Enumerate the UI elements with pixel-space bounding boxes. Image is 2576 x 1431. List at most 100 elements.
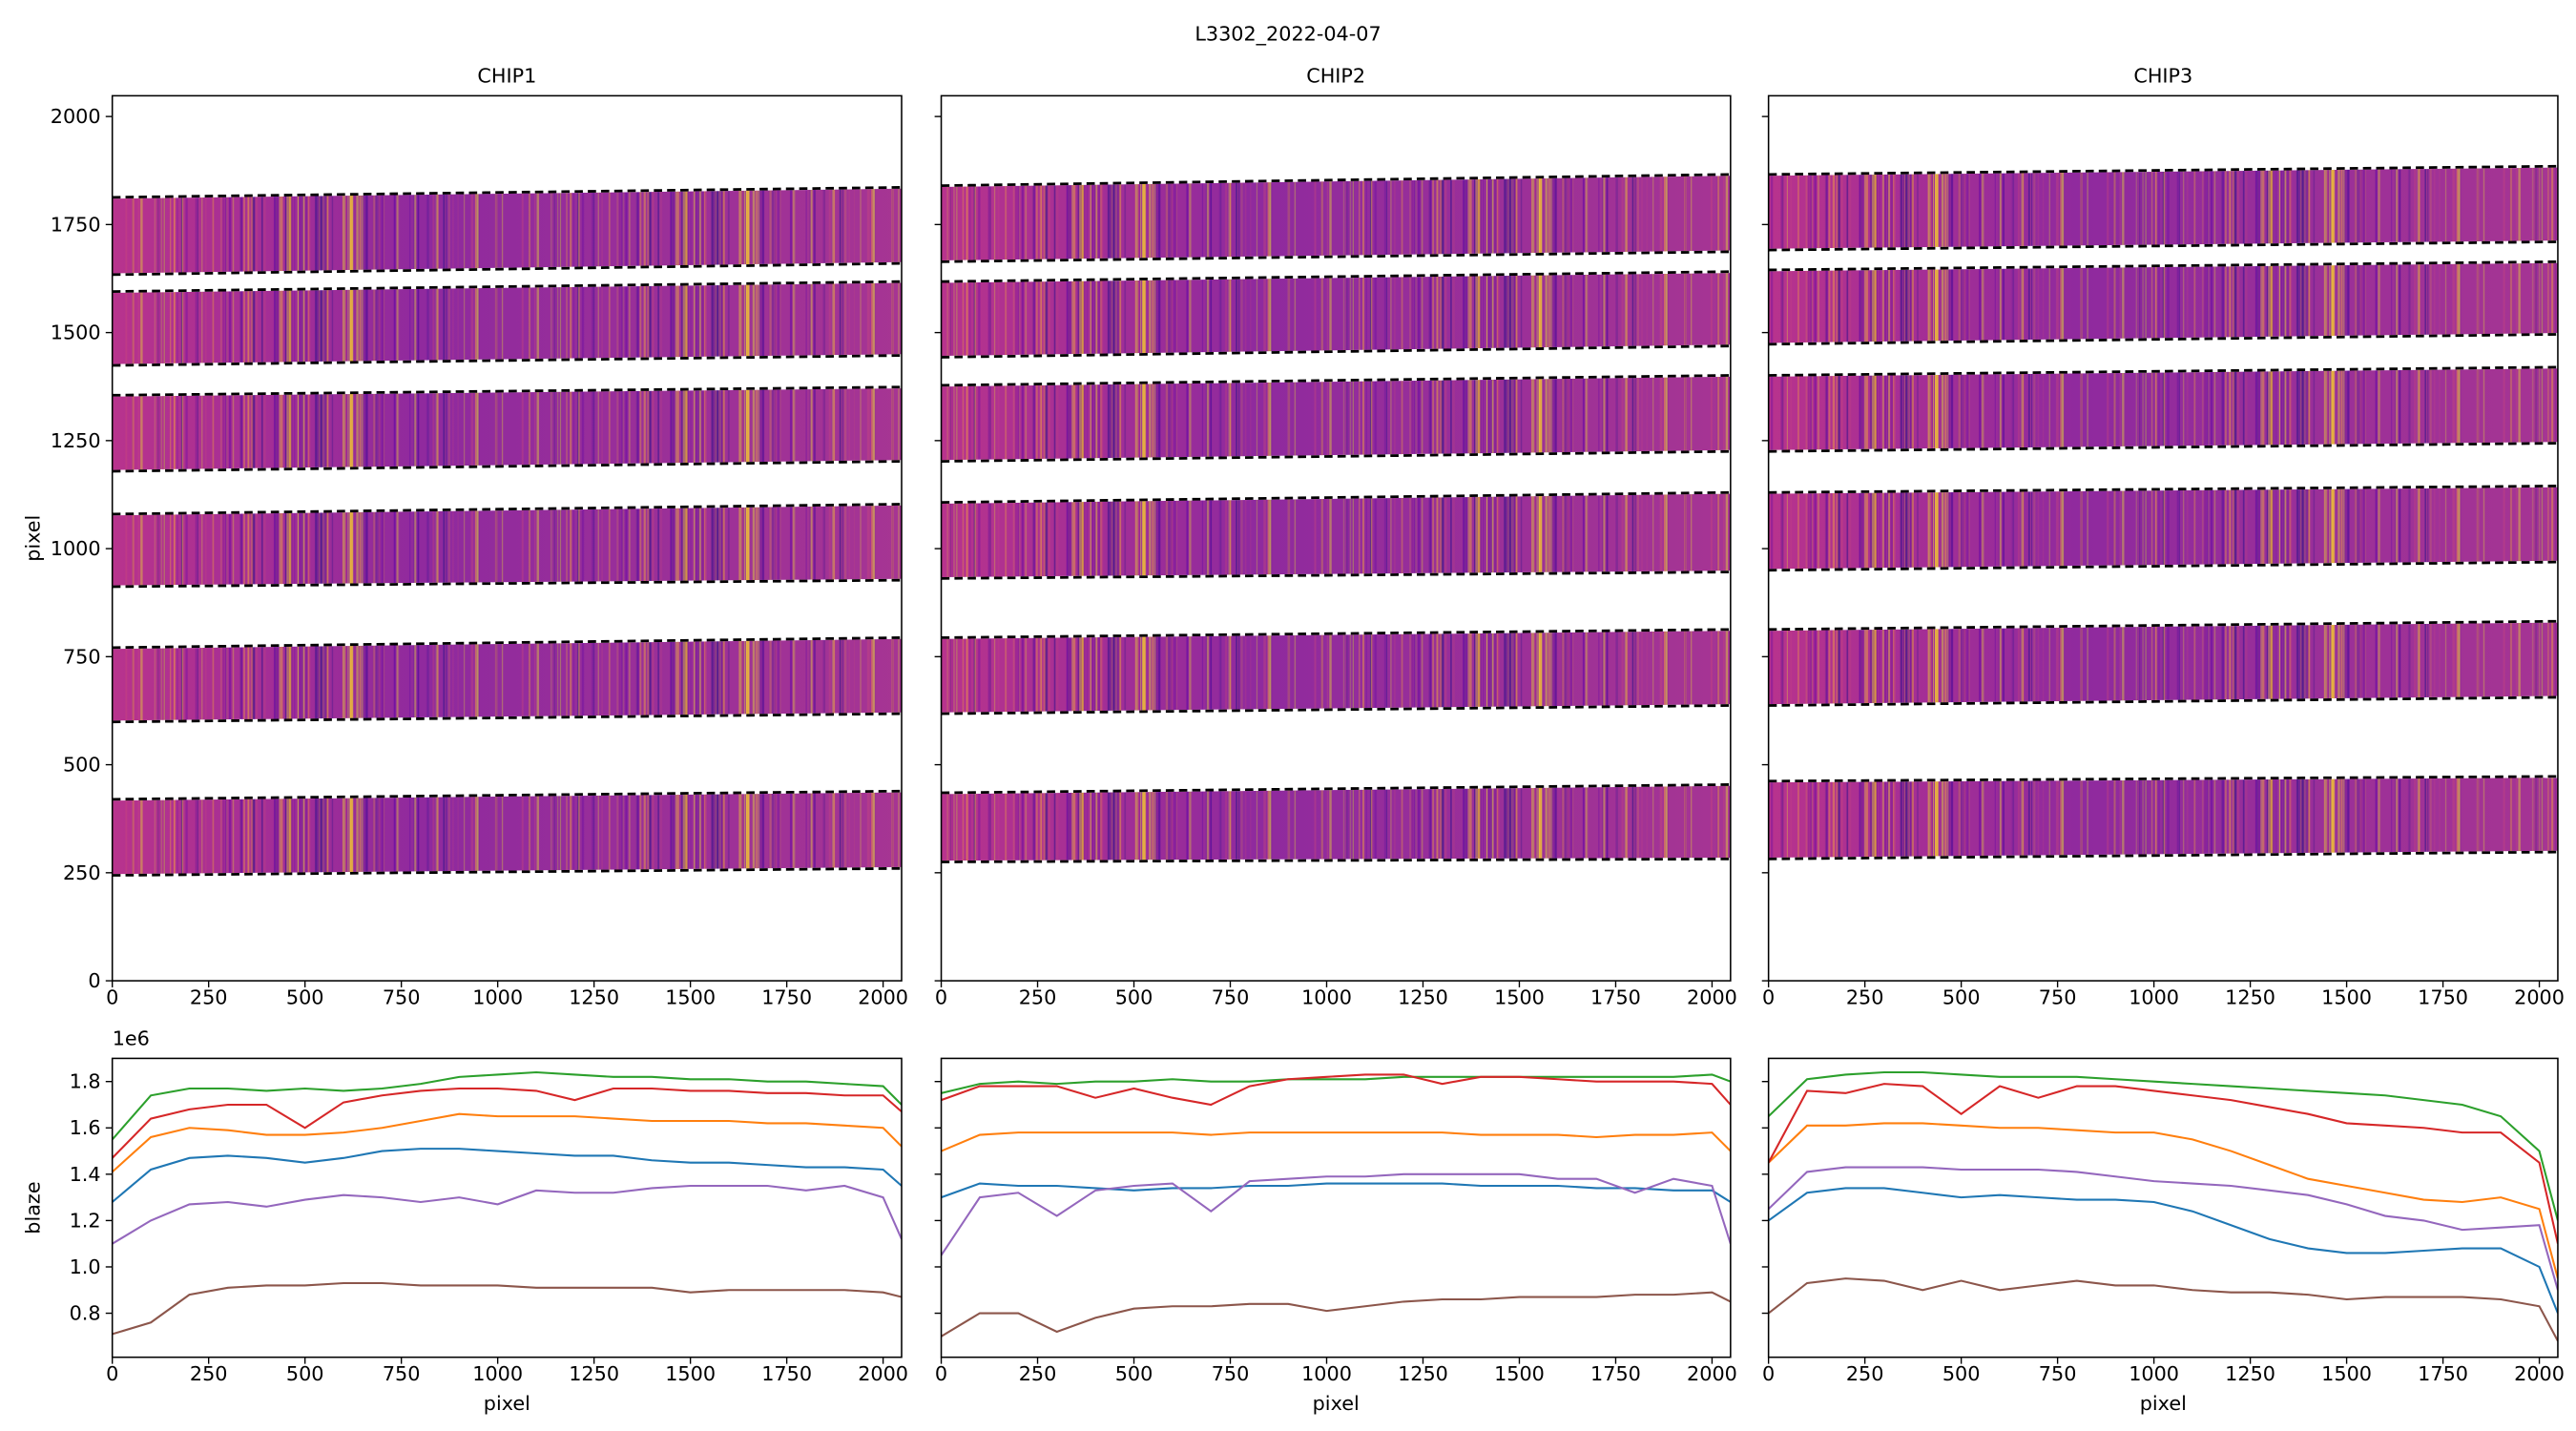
x-tick-label: 1500: [2321, 985, 2372, 1008]
plot-area: [112, 186, 903, 877]
order-edge-bg: [941, 570, 1731, 580]
x-tick-label: 250: [1846, 985, 1884, 1008]
order-edge-bg: [941, 344, 1731, 359]
x-tick-label: 1750: [2418, 985, 2468, 1008]
x-tick-label: 0: [935, 1362, 947, 1385]
y-tick-label: 1.2: [70, 1209, 101, 1232]
x-tick-label: 750: [383, 985, 421, 1008]
order-texture: [112, 281, 903, 366]
order-edge-bg: [1768, 333, 2558, 346]
order-edge-bg: [941, 783, 1731, 795]
x-tick-label: 2000: [1687, 985, 1737, 1008]
blaze-line: [1768, 1187, 2558, 1314]
order-edge-bg: [112, 636, 903, 650]
axes-title: CHIP1: [477, 65, 536, 88]
y-tick-label: 1000: [51, 537, 101, 560]
plot-area: [1768, 1070, 2558, 1342]
order-edge-bg: [112, 280, 903, 293]
x-tick-label: 500: [1942, 985, 1981, 1008]
order-edge-bg: [112, 354, 903, 367]
blaze-line: [112, 1148, 903, 1203]
x-tick-label: 2000: [858, 1362, 908, 1385]
order-edge-bg: [941, 628, 1731, 639]
y-tick-label: 0.8: [70, 1301, 101, 1324]
blaze-line: [941, 1291, 1731, 1338]
blaze-line: [941, 1172, 1731, 1256]
x-tick-label: 500: [1115, 985, 1153, 1008]
blaze-line: [1768, 1277, 2558, 1342]
axes-frame: [940, 1057, 1732, 1358]
y-tick-label: 750: [63, 645, 101, 668]
blaze-line: [941, 1131, 1731, 1152]
order-edge-bg: [112, 385, 903, 397]
x-tick-label: 1000: [1301, 985, 1352, 1008]
y-tick-label: 1.4: [70, 1163, 101, 1186]
y-tick-label: 1.6: [70, 1116, 101, 1139]
x-tick-label: 1250: [569, 985, 619, 1008]
order-edge-bg: [941, 857, 1731, 863]
x-tick-label: 0: [935, 985, 947, 1008]
order-texture: [1768, 166, 2558, 251]
x-tick-label: 0: [1762, 985, 1775, 1008]
order-texture: [941, 375, 1731, 462]
axes-frame: [111, 1057, 903, 1358]
x-tick-label: 500: [1115, 1362, 1153, 1385]
y-tick-label: 0: [88, 969, 100, 992]
x-tick-label: 1250: [2225, 985, 2275, 1008]
x-tick-label: 1750: [761, 985, 812, 1008]
order-edge-bg: [1768, 365, 2558, 377]
x-tick-label: 250: [1846, 1362, 1884, 1385]
x-tick-label: 0: [1762, 1362, 1775, 1385]
order-edge-bg: [1768, 560, 2558, 572]
x-tick-label: 250: [190, 985, 228, 1008]
y-tick-label: 250: [63, 861, 101, 884]
order-edge-bg: [1768, 240, 2558, 252]
order-texture: [112, 386, 903, 472]
plot-area: [112, 1070, 903, 1336]
order-edge-bg: [941, 374, 1731, 387]
axes-title: CHIP3: [2133, 65, 2192, 88]
order-texture: [1768, 261, 2558, 344]
x-tick-label: 500: [1942, 1362, 1981, 1385]
x-tick-label: 1500: [1494, 985, 1545, 1008]
x-tick-label: 0: [106, 1362, 118, 1385]
axes-frame: [1767, 94, 2559, 982]
order-edge-bg: [112, 460, 903, 473]
x-tick-label: 1000: [1301, 1362, 1352, 1385]
axes-title: CHIP2: [1306, 65, 1365, 88]
order-edge-bg: [112, 186, 903, 199]
x-tick-label: 250: [1019, 1362, 1057, 1385]
y-tick-label: 1.8: [70, 1070, 101, 1093]
x-tick-label: 1750: [761, 1362, 812, 1385]
x-tick-label: 1250: [1398, 1362, 1448, 1385]
order-texture: [941, 784, 1731, 862]
x-tick-label: 2000: [1687, 1362, 1737, 1385]
order-edge-bg: [112, 789, 903, 801]
order-edge-bg: [112, 503, 903, 516]
x-tick-label: 1750: [2418, 1362, 2468, 1385]
x-tick-label: 1500: [665, 985, 716, 1008]
x-tick-label: 250: [190, 1362, 228, 1385]
x-tick-label: 750: [1212, 1362, 1250, 1385]
order-texture: [941, 271, 1731, 358]
order-texture: [1768, 776, 2558, 860]
order-texture: [941, 174, 1731, 262]
x-tick-label: 1000: [2129, 1362, 2179, 1385]
order-edge-bg: [941, 173, 1731, 187]
order-edge-bg: [941, 250, 1731, 263]
y-tick-label: 1.0: [70, 1255, 101, 1278]
y-tick-label: 1250: [51, 429, 101, 452]
x-tick-label: 1000: [2129, 985, 2179, 1008]
x-tick-label: 1250: [2225, 1362, 2275, 1385]
x-tick-label: 500: [286, 1362, 324, 1385]
order-edge-bg: [112, 712, 903, 724]
order-edge-bg: [941, 490, 1731, 505]
order-edge-bg: [1768, 695, 2558, 707]
axes-frame: [940, 94, 1732, 982]
order-edge-bg: [941, 704, 1731, 716]
blaze-line: [941, 1073, 1731, 1094]
order-texture: [1768, 486, 2558, 570]
x-tick-label: 750: [2039, 1362, 2077, 1385]
y-tick-label: 2000: [51, 105, 101, 128]
